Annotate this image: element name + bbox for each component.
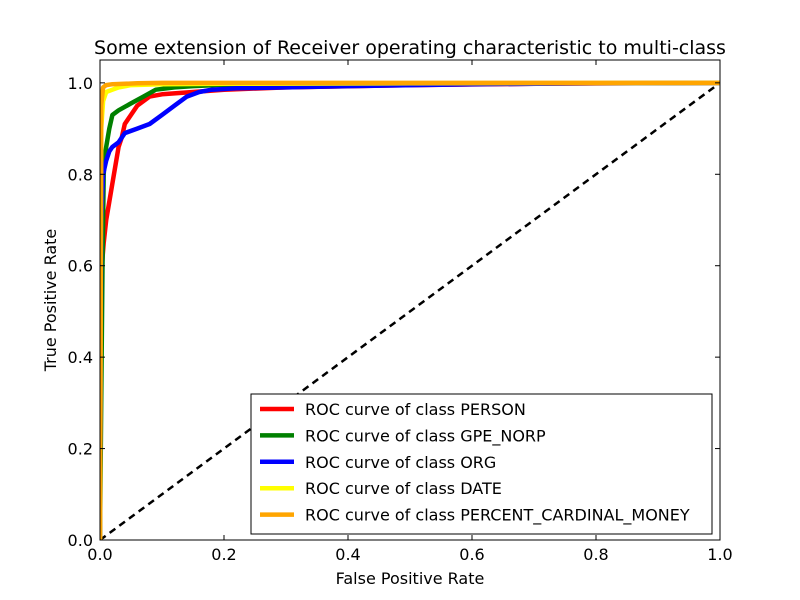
x-axis-label: False Positive Rate: [336, 569, 485, 588]
series-line-2: [100, 80, 720, 540]
y-tick-label: 0.6: [68, 257, 93, 276]
legend-label-1: ROC curve of class GPE_NORP: [305, 426, 546, 446]
x-tick-label: 0.2: [211, 545, 236, 564]
y-tick-label: 0.0: [68, 531, 93, 550]
x-tick-label: 0.8: [583, 545, 608, 564]
x-tick-label: 0.0: [87, 545, 112, 564]
series-line-4: [100, 80, 720, 540]
legend-label-0: ROC curve of class PERSON: [305, 400, 526, 419]
legend-label-2: ROC curve of class ORG: [305, 453, 496, 472]
series-layer: [100, 80, 720, 540]
legend-label-3: ROC curve of class DATE: [305, 479, 502, 498]
y-tick-label: 0.2: [68, 440, 93, 459]
axes-frame: [99, 59, 721, 541]
y-axis-label: True Positive Rate: [41, 229, 60, 373]
diagonal-reference-line: [100, 81, 720, 540]
legend-label-4: ROC curve of class PERCENT_CARDINAL_MONE…: [305, 506, 690, 526]
axes-layer: [99, 59, 721, 541]
x-tick-label: 1.0: [707, 545, 732, 564]
chart-title: Some extension of Receiver operating cha…: [94, 37, 726, 59]
y-tick-label: 0.4: [68, 348, 93, 367]
x-tick-label: 0.4: [335, 545, 360, 564]
ticks-layer: 0.0 0.2 0.4 0.6 0.8 1.0 0.0 0.2 0.4 0.6 0.8 1.0: [68, 60, 733, 564]
y-tick-label: 1.0: [68, 74, 93, 93]
y-tick-label: 0.8: [68, 165, 93, 184]
x-tick-label: 0.6: [459, 545, 484, 564]
legend-box: [250, 393, 713, 535]
legend: ROC curve of class PERSON ROC curve of cl…: [250, 393, 713, 535]
